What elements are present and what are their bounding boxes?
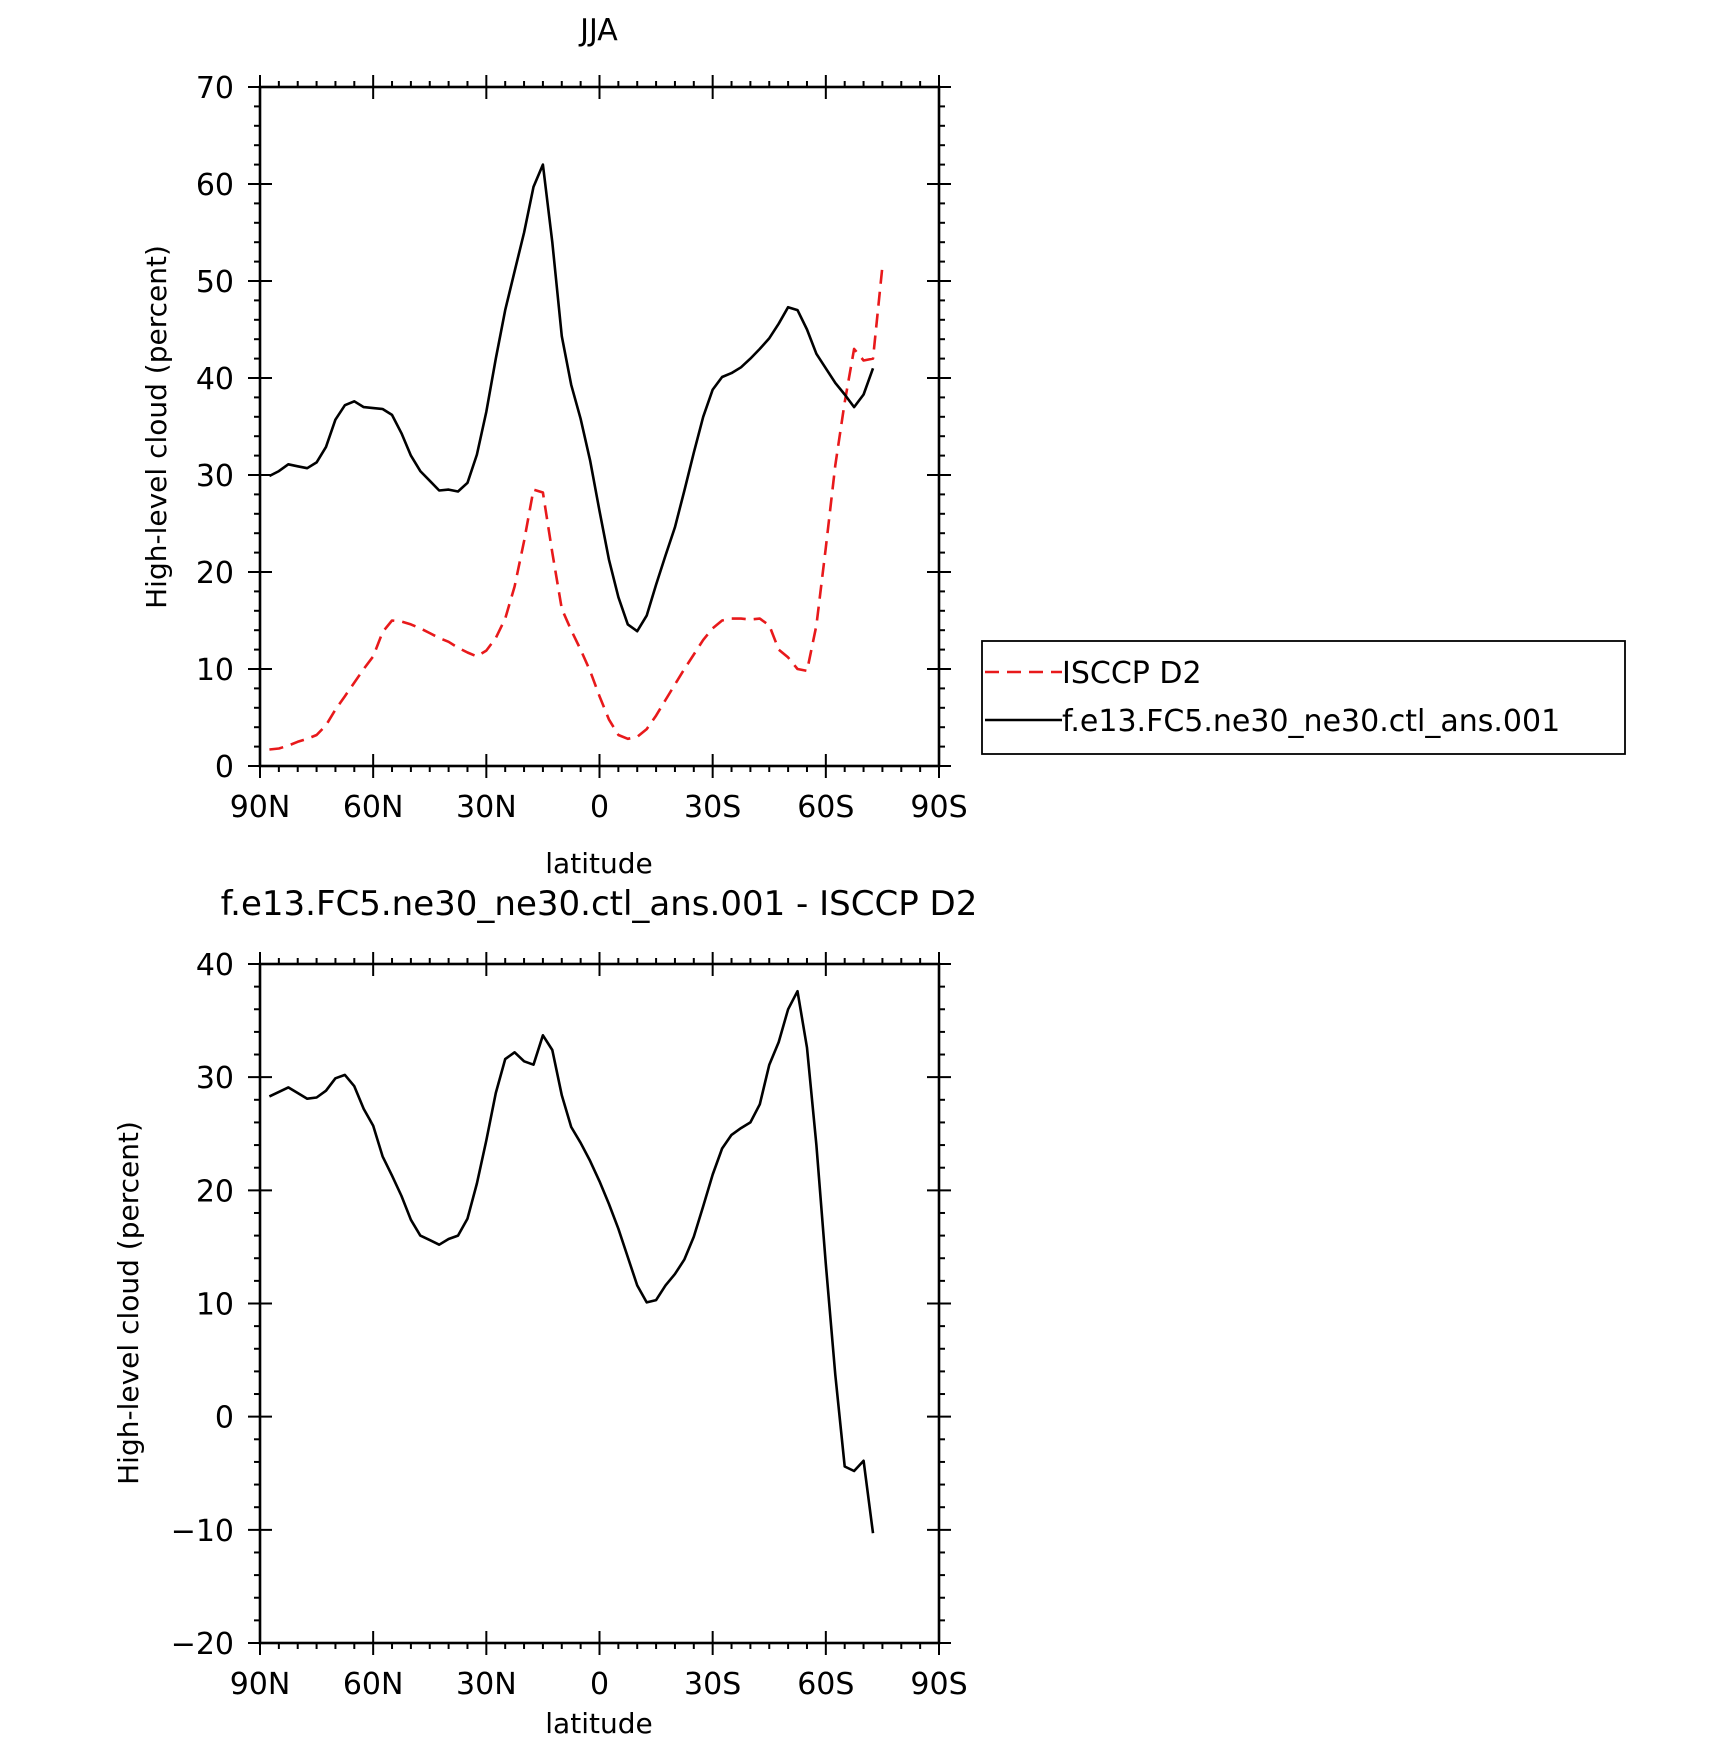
legend-label-model: f.e13.FC5.ne30_ne30.ctl_ans.001 — [1062, 704, 1560, 739]
bottom-x-tick-label: 0 — [590, 1667, 609, 1702]
top-panel: JJA 90N 60N 30N 0 30S 60S 90S 0 10 20 30 40 50 60 70 l… — [140, 13, 1626, 880]
bottom-x-tick-label: 90N — [230, 1667, 291, 1702]
top-x-tick-label: 60S — [797, 790, 854, 825]
bottom-y-tick-label: 30 — [196, 1061, 234, 1096]
bottom-y-tick-label: 0 — [215, 1401, 234, 1436]
top-y-tick-label: 0 — [215, 750, 234, 785]
bottom-x-tick-label: 30S — [684, 1667, 741, 1702]
legend-box — [981, 640, 1626, 755]
bottom-panel: f.e13.FC5.ne30_ne30.ctl_ans.001 - ISCCP … — [112, 884, 977, 1740]
bottom-x-axis-label: latitude — [545, 1707, 652, 1740]
bottom-x-tick-label: 90S — [910, 1667, 967, 1702]
bottom-y-tick-label: 20 — [196, 1174, 234, 1209]
bottom-y-tick-label: 40 — [196, 948, 234, 983]
top-y-tick-label: 30 — [196, 459, 234, 494]
legend: ISCCP D2 f.e13.FC5.ne30_ne30.ctl_ans.001 — [981, 640, 1626, 755]
top-plot-frame — [258, 85, 941, 768]
bottom-series-line-0 — [268, 989, 875, 1534]
top-x-tick-label: 30N — [456, 790, 517, 825]
top-x-axis-label: latitude — [545, 847, 652, 880]
top-series-line-1 — [268, 163, 875, 633]
top-x-tick-label: 90N — [230, 790, 291, 825]
bottom-panel-title: f.e13.FC5.ne30_ne30.ctl_ans.001 - ISCCP … — [221, 884, 978, 924]
top-y-tick-label: 50 — [196, 265, 234, 300]
top-y-tick-label: 10 — [196, 653, 234, 688]
bottom-y-tick-label: −10 — [171, 1514, 234, 1549]
top-x-tick-label: 0 — [590, 790, 609, 825]
bottom-x-tick-label: 60S — [797, 1667, 854, 1702]
top-x-tick-label: 60N — [343, 790, 404, 825]
top-y-tick-label: 40 — [196, 362, 234, 397]
top-y-axis-label: High-level cloud (percent) — [140, 245, 173, 609]
top-y-tick-label: 60 — [196, 168, 234, 203]
top-x-tick-label: 90S — [910, 790, 967, 825]
top-panel-title: JJA — [578, 13, 618, 48]
bottom-y-tick-label: 10 — [196, 1288, 234, 1323]
legend-label-isccp: ISCCP D2 — [1062, 656, 1202, 691]
bottom-x-tick-label: 30N — [456, 1667, 517, 1702]
bottom-y-tick-label: −20 — [171, 1627, 234, 1662]
bottom-y-axis-label: High-level cloud (percent) — [112, 1121, 145, 1485]
top-y-tick-label: 70 — [196, 71, 234, 106]
top-y-tick-label: 20 — [196, 556, 234, 591]
top-x-tick-label: 30S — [684, 790, 741, 825]
top-series-line-0 — [269, 266, 884, 751]
bottom-plot-frame — [258, 962, 941, 1645]
bottom-x-tick-label: 60N — [343, 1667, 404, 1702]
